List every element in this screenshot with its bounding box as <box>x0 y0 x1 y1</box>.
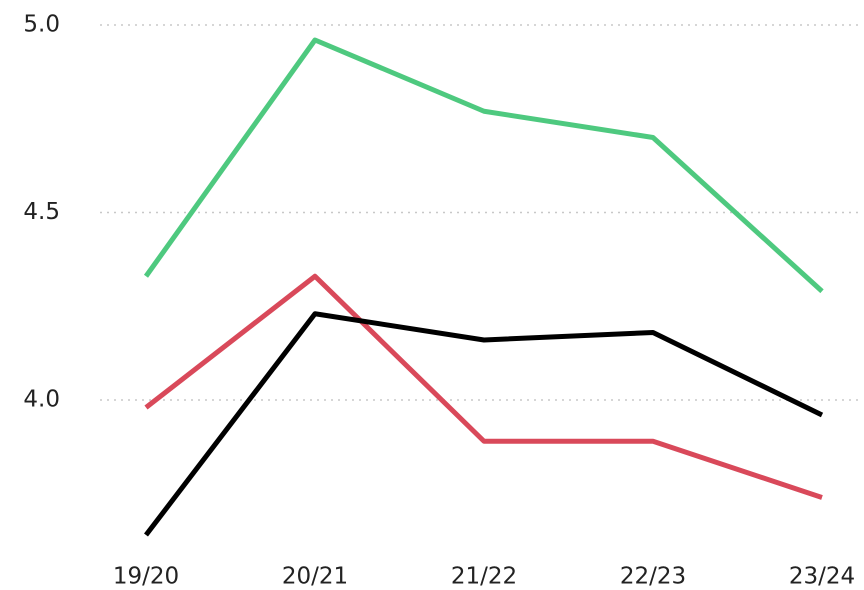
x-tick-label: 23/24 <box>789 564 855 590</box>
x-tick-label: 20/21 <box>282 564 348 590</box>
series-line <box>144 311 824 537</box>
x-tick-label: 21/22 <box>451 564 517 590</box>
x-tick-label: 19/20 <box>113 564 179 590</box>
series-line <box>144 273 823 500</box>
y-tick-label: 5.0 <box>23 12 60 38</box>
y-tick-label: 4.5 <box>23 199 60 225</box>
x-tick-label: 22/23 <box>620 564 686 590</box>
series-line <box>143 37 824 294</box>
y-tick-label: 4.0 <box>23 387 60 413</box>
